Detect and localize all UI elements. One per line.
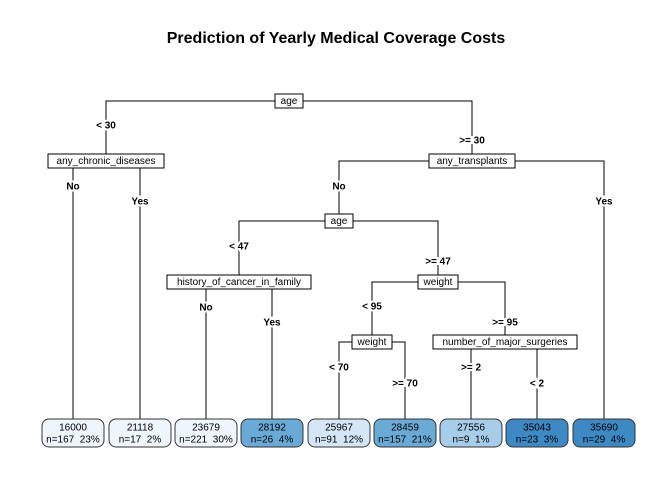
- branch-label-chronic-no: No: [66, 182, 79, 193]
- leaf-box: [505, 418, 569, 448]
- split-node-label-age: age: [281, 96, 298, 107]
- split-node-box-cancer: [166, 274, 312, 290]
- leaf-stats: n=23 3%: [516, 435, 559, 446]
- split-node-box-chronic: [47, 153, 165, 169]
- split-node-label-surgeries: number_of_major_surgeries: [442, 337, 567, 348]
- split-node-box-weight: [417, 274, 459, 290]
- leaf-stats: n=221 30%: [179, 435, 233, 446]
- branch-label-ge70: >= 70: [392, 379, 418, 390]
- split-node-label-age2: age: [331, 216, 348, 227]
- leaf-stats: n=9 1%: [453, 435, 490, 446]
- leaf-stats: n=167 23%: [46, 435, 100, 446]
- branch-label-ge2: >= 2: [461, 363, 481, 374]
- branch-label-ge95: >= 95: [492, 318, 518, 329]
- leaf-box: [307, 418, 371, 448]
- leaf-value: 23679: [192, 423, 220, 434]
- branch-label-trans-yes: Yes: [595, 197, 613, 208]
- leaf-value: 25967: [325, 423, 353, 434]
- leaf-value: 35043: [523, 423, 551, 434]
- branch-label-lt47: < 47: [229, 242, 249, 253]
- branch-label-lt70: < 70: [329, 363, 349, 374]
- split-node-box-surgeries: [432, 334, 578, 350]
- branch-label-ge30: >= 30: [459, 136, 485, 147]
- split-node-box-age2: [324, 213, 354, 229]
- branch-label-lt95: < 95: [362, 302, 382, 313]
- leaf-stats: n=17 2%: [119, 435, 162, 446]
- leaf-value: 35690: [590, 423, 618, 434]
- leaf-value: 21118: [127, 423, 154, 434]
- edge-cancer: [205, 281, 273, 419]
- leaf-box: [373, 418, 437, 448]
- branch-label-cancer-yes: Yes: [263, 318, 281, 329]
- split-node-box-weight2: [351, 334, 393, 350]
- branch-label-chronic-yes: Yes: [131, 197, 149, 208]
- leaf-box: [439, 418, 503, 448]
- branch-label-cancer-no: No: [199, 303, 212, 314]
- branch-label-lt2: < 2: [530, 379, 545, 390]
- split-node-box-age: [274, 93, 304, 109]
- edge-age: [105, 100, 473, 154]
- edge-surgeries: [470, 341, 538, 419]
- split-node-label-chronic: any_chronic_diseases: [57, 156, 156, 167]
- split-node-label-weight: weight: [423, 277, 453, 288]
- leaf-stats: n=26 4%: [251, 435, 294, 446]
- leaf-stats: n=91 12%: [315, 435, 363, 446]
- split-node-label-cancer: history_of_cancer_in_family: [177, 277, 301, 288]
- leaf-box: [41, 418, 105, 448]
- leaf-value: 27556: [457, 423, 485, 434]
- edge-age2: [238, 220, 439, 275]
- leaf-stats: n=157 21%: [378, 435, 432, 446]
- branch-label-trans-no: No: [332, 182, 345, 193]
- leaf-value: 28459: [391, 423, 419, 434]
- leaf-box: [240, 418, 304, 448]
- leaf-box: [174, 418, 238, 448]
- chart-title: Prediction of Yearly Medical Coverage Co…: [166, 30, 506, 47]
- edge-weight: [371, 281, 506, 335]
- branch-label-lt30: < 30: [96, 121, 116, 132]
- leaf-box: [108, 418, 172, 448]
- split-node-box-transplants: [428, 153, 516, 169]
- leaf-value: 16000: [59, 423, 87, 434]
- leaf-value: 28192: [258, 423, 286, 434]
- split-node-label-weight2: weight: [357, 337, 387, 348]
- branch-label-ge47: >= 47: [425, 257, 451, 268]
- leaf-stats: n=29 4%: [583, 435, 626, 446]
- edge-chronic: [72, 160, 141, 419]
- split-node-label-transplants: any_transplants: [437, 156, 508, 167]
- leaf-box: [572, 418, 636, 448]
